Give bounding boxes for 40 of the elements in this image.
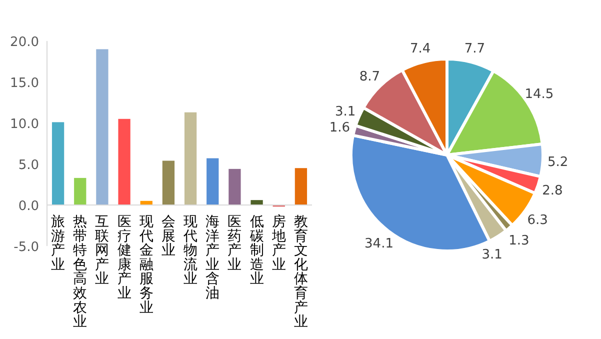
bar [162,160,175,205]
x-tick-label: 医疗健康产业 [117,214,132,302]
x-tick-label: 教育文化体育产业 [294,214,308,330]
bar [250,200,263,205]
x-tick-label: 现代金融服务业 [138,214,154,316]
data-label: 2.8 [542,184,563,199]
bar [228,168,241,205]
data-label: 5.2 [547,155,568,170]
data-label: 14.5 [524,87,554,102]
bar [184,112,197,205]
x-tick-label: 现代物流业 [182,214,198,288]
bar [96,49,108,205]
y-tick-label: -5.0 [14,240,39,255]
data-label: 8.7 [359,69,380,84]
x-tick-label: 房地产业 [270,214,286,273]
data-label: 3.1 [335,104,356,120]
x-tick-label: 互联网产业 [95,214,110,288]
bar [118,118,130,205]
data-label: 3.1 [482,248,502,263]
x-tick-label: 热带特色高效农业 [73,214,88,330]
data-label: 1.3 [508,234,530,249]
data-label: 1.6 [329,120,350,136]
bar [206,158,219,205]
bar [294,168,308,205]
data-label: 7.7 [464,42,486,57]
x-tick-label: 医药产业 [228,214,242,273]
data-label: 7.4 [410,41,431,56]
bar [52,122,64,205]
data-label: 6.3 [527,213,548,228]
bar [74,178,86,205]
x-tick-label: 海洋产业含油 [206,214,220,302]
y-tick-label: 0.0 [18,199,39,214]
y-tick-label: 10.0 [10,117,39,132]
x-tick-label: 旅游产业 [51,214,66,273]
x-tick-label: 低碳制造业 [248,214,264,288]
y-tick-label: 5.0 [18,158,39,173]
y-tick-label: 15.0 [10,76,39,91]
y-tick-label: 20.0 [10,35,39,50]
x-tick-label: 会展业 [161,214,176,259]
data-label: 34.1 [364,236,394,252]
